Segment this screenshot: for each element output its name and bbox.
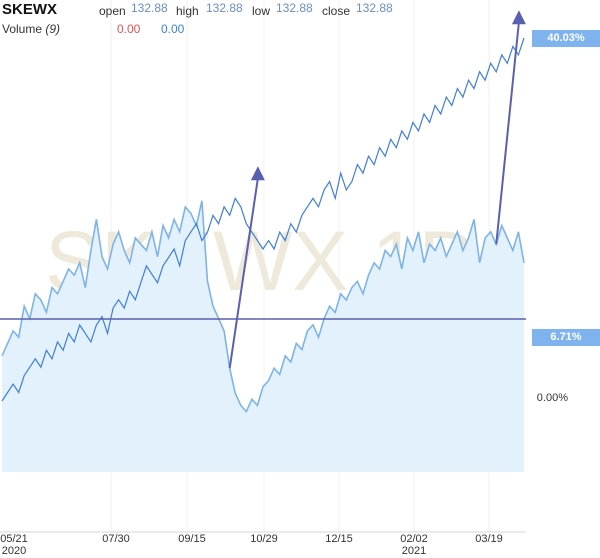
x-tick-label: 09/15: [178, 533, 206, 545]
x-tick: 07/30: [96, 533, 136, 545]
symbol-name: SKEWX: [2, 1, 58, 18]
price-line: [1, 37, 525, 402]
x-tick-label: 03/19: [475, 533, 503, 545]
close-label: close: [322, 4, 351, 18]
x-tick-label: 10/29: [250, 533, 278, 545]
volume-value-1: 0.00: [117, 22, 141, 36]
volume-indicator: Volume (9): [2, 22, 60, 36]
arrow-head: [250, 166, 265, 181]
x-tick-label: 07/30: [102, 533, 130, 545]
volume-period: (9): [45, 22, 61, 36]
x-tick: 09/15: [172, 533, 212, 545]
arrow-head: [511, 10, 526, 25]
x-tick-year: 2020: [1, 545, 27, 557]
volume-label: Volume: [2, 22, 43, 36]
x-tick: 05/21 2020: [0, 533, 28, 557]
x-tick: 12/15: [319, 533, 359, 545]
x-tick: 02/02 2021: [394, 533, 434, 557]
secondary-area-fill: [2, 200, 524, 473]
x-tick-label: 05/21: [0, 533, 28, 545]
secondary-area-line: [1, 200, 525, 414]
x-tick-label: 12/15: [325, 533, 353, 545]
volume-value-2: 0.00: [161, 22, 185, 36]
arrow-annotations: [228, 10, 526, 369]
x-tick: 10/29: [244, 533, 284, 545]
price-tag-mid: 6.71%: [532, 329, 600, 346]
x-tick-year: 2021: [401, 545, 427, 557]
high-label: high: [176, 4, 199, 18]
open-value: 132.88: [131, 1, 168, 15]
open-label: open: [99, 4, 126, 18]
arrow-shaft: [495, 22, 520, 245]
high-value: 132.88: [206, 1, 243, 15]
low-label: low: [252, 4, 271, 18]
x-tick-label: 02/02: [400, 533, 428, 545]
arrow-shaft: [228, 178, 259, 369]
close-value: 132.88: [356, 1, 393, 15]
price-tag-top: 40.03%: [532, 30, 600, 47]
zero-percent-label: 0.00%: [536, 392, 568, 404]
x-tick: 03/19: [469, 533, 509, 545]
low-value: 132.88: [276, 1, 313, 15]
